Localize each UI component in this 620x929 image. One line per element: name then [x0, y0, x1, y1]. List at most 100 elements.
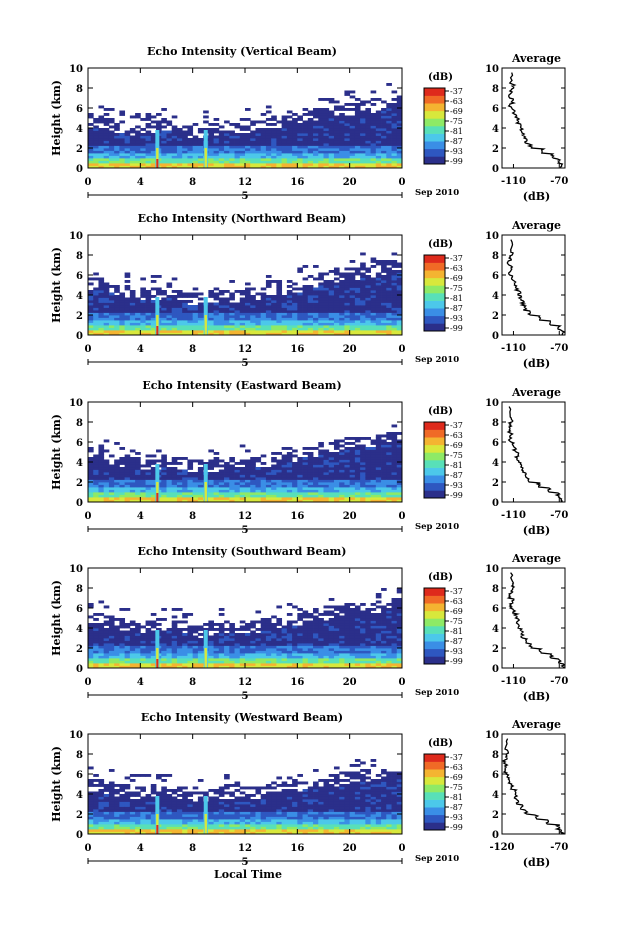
- date-label: Sep 2010: [415, 522, 459, 532]
- average-profile-line: [506, 406, 563, 503]
- avg-y-tick-label: 2: [492, 311, 499, 322]
- y-tick-label: 4: [76, 624, 83, 635]
- colorbar-swatch: [424, 814, 445, 823]
- avg-x-tick-label: -110: [501, 343, 526, 354]
- colorbar-swatch: [424, 110, 445, 119]
- y-tick-label: 2: [76, 311, 83, 322]
- colorbar-swatch: [424, 648, 445, 657]
- colorbar-swatch: [424, 156, 445, 165]
- avg-y-tick-label: 6: [492, 271, 499, 282]
- average-title: Average: [511, 52, 561, 65]
- y-tick-label: 0: [76, 498, 83, 509]
- avg-y-tick-label: 4: [492, 458, 499, 469]
- x-tick-label: 20: [343, 344, 357, 355]
- y-tick-label: 8: [76, 750, 83, 761]
- avg-x-tick-label: -110: [501, 676, 526, 687]
- avg-x-tick-label: -70: [550, 343, 568, 354]
- colorbar-swatch: [424, 300, 445, 309]
- colorbar-tick-label: -69: [450, 107, 463, 116]
- avg-y-tick-label: 8: [492, 418, 499, 429]
- colorbar-frame: [423, 753, 446, 831]
- average-profile-line: [506, 239, 566, 336]
- colorbar-tick-label: -75: [450, 451, 463, 460]
- x-tick-label: 20: [343, 677, 357, 688]
- average-xlabel: (dB): [523, 856, 550, 869]
- average-profile-line: [501, 738, 566, 835]
- y-tick-label: 0: [76, 830, 83, 841]
- y-tick-label: 4: [76, 458, 83, 469]
- colorbar-swatch: [424, 656, 445, 665]
- colorbar-swatch: [424, 452, 445, 461]
- colorbar-swatch: [424, 437, 445, 446]
- colorbar-swatch: [424, 761, 445, 770]
- colorbar-swatch: [424, 148, 445, 157]
- x-tick-label: 20: [343, 843, 357, 854]
- colorbar-tick-label: -69: [450, 607, 463, 616]
- echo-heatmap: [88, 252, 403, 336]
- avg-y-tick-label: 0: [492, 664, 499, 675]
- x-tick-label: 12: [238, 177, 252, 188]
- x-tick-label: 12: [238, 511, 252, 522]
- x-tick-label: 0: [399, 344, 406, 355]
- x-tick-label: 8: [189, 677, 196, 688]
- avg-y-tick-label: 10: [485, 398, 499, 409]
- average-xlabel: (dB): [523, 357, 550, 370]
- colorbar-tick-label: -81: [450, 294, 463, 303]
- avg-y-tick-label: 8: [492, 750, 499, 761]
- colorbar-tick-label: -63: [450, 431, 463, 440]
- colorbar-swatch: [424, 784, 445, 793]
- colorbar-tick-label: -75: [450, 617, 463, 626]
- x-tick-label: 8: [189, 511, 196, 522]
- y-tick-label: 0: [76, 331, 83, 342]
- colorbar-swatch: [424, 315, 445, 324]
- average-frame: [501, 67, 566, 169]
- x-tick-label: 12: [238, 677, 252, 688]
- colorbar-tick-label: -87: [450, 137, 463, 146]
- colorbar-tick-label: -87: [450, 803, 463, 812]
- colorbar-tick-label: -81: [450, 627, 463, 636]
- avg-x-tick-label: -70: [550, 176, 568, 187]
- x-tick-label: 0: [85, 677, 92, 688]
- date-label: Sep 2010: [415, 688, 459, 698]
- avg-x-tick-label: -70: [550, 676, 568, 687]
- colorbar-unit: (dB): [428, 738, 453, 749]
- colorbar-tick-label: -63: [450, 97, 463, 106]
- date-label: Sep 2010: [415, 188, 459, 198]
- panel-title: Echo Intensity (Westward Beam): [141, 711, 343, 724]
- colorbar-swatch: [424, 618, 445, 627]
- x-tick-label: 16: [290, 344, 304, 355]
- colorbar-swatch: [424, 610, 445, 619]
- colorbar-tick-label: -75: [450, 783, 463, 792]
- avg-x-tick-label: -110: [501, 510, 526, 521]
- colorbar-frame: [423, 254, 446, 332]
- average-xlabel: (dB): [523, 690, 550, 703]
- avg-y-tick-label: 10: [485, 730, 499, 741]
- colorbar-tick-label: -37: [450, 753, 463, 762]
- colorbar-tick-label: -93: [450, 147, 463, 156]
- x-tick-label: 8: [189, 344, 196, 355]
- colorbar-swatch: [424, 323, 445, 332]
- avg-y-tick-label: 0: [492, 164, 499, 175]
- y-tick-label: 10: [69, 231, 83, 242]
- average-profile-line: [506, 572, 566, 669]
- avg-y-tick-label: 4: [492, 291, 499, 302]
- y-tick-label: 10: [69, 398, 83, 409]
- y-tick-label: 6: [76, 271, 83, 282]
- colorbar-swatch: [424, 633, 445, 642]
- x-tick-label: 4: [137, 344, 144, 355]
- y-axis-label: Height (km): [50, 80, 63, 156]
- colorbar-tick-label: -75: [450, 117, 463, 126]
- x-tick-label: 4: [137, 177, 144, 188]
- y-axis-label: Height (km): [50, 580, 63, 656]
- y-tick-label: 0: [76, 664, 83, 675]
- colorbar-tick-label: -93: [450, 314, 463, 323]
- avg-x-tick-label: -120: [489, 842, 514, 853]
- y-tick-label: 6: [76, 770, 83, 781]
- avg-y-tick-label: 10: [485, 564, 499, 575]
- x-tick-label: 0: [399, 511, 406, 522]
- colorbar-tick-label: -87: [450, 471, 463, 480]
- colorbar-swatch: [424, 776, 445, 785]
- y-tick-label: 4: [76, 790, 83, 801]
- colorbar-tick-label: -81: [450, 127, 463, 136]
- date-tick-label: 5: [242, 191, 249, 202]
